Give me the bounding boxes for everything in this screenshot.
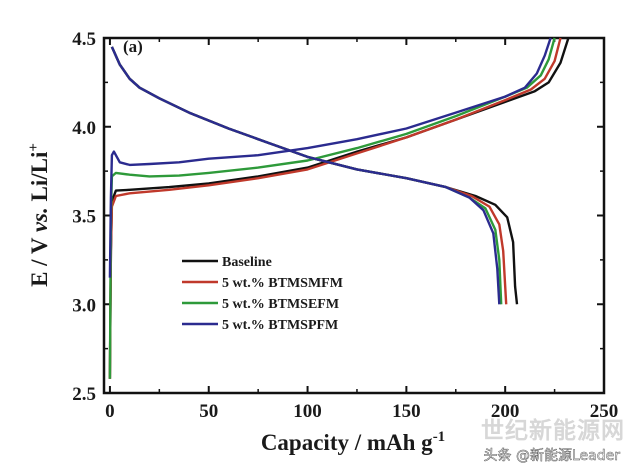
x-axis-title: Capacity / mAh g-1 (261, 429, 445, 455)
y-axis-title-post: Li/Li (27, 151, 52, 207)
y-axis-title-sup: + (26, 143, 42, 152)
legend: Baseline 5 wt.% BTMSMFM 5 wt.% BTMSEFM 5 wt… (182, 255, 343, 333)
series-baseline-charge (108, 37, 570, 379)
series-5-wt-btmsefm-charge (108, 37, 556, 379)
y-tick-label: 3.0 (72, 295, 96, 316)
y-tick-label: 4.5 (72, 29, 96, 50)
y-tick-label: 3.5 (72, 207, 96, 228)
series-5-wt-btmspfm-charge (108, 37, 552, 278)
x-tick-label: 200 (491, 401, 520, 422)
legend-label-baseline: Baseline (222, 255, 272, 270)
watermark-author: 头条 @新能源Leader (484, 447, 621, 464)
x-tick-label: 50 (199, 401, 218, 422)
x-tick-label: 100 (293, 401, 322, 422)
x-tick-label: 0 (105, 401, 115, 422)
x-tick-label: 150 (392, 401, 421, 422)
y-tick-label: 4.0 (72, 118, 96, 139)
y-axis-title-vs: vs. (27, 207, 52, 232)
series-5-wt-btmsmfm-charge (108, 37, 562, 379)
panel-label: (a) (123, 37, 143, 56)
legend-label-5-wt-btmspfm: 5 wt.% BTMSPFM (222, 318, 338, 333)
x-axis-title-sup: -1 (433, 429, 446, 445)
y-tick-label: 2.5 (72, 384, 96, 405)
legend-label-5-wt-btmsmfm: 5 wt.% BTMSMFM (222, 276, 343, 291)
watermark-site: 世纪新能源网 (481, 417, 625, 444)
x-axis-title-main: Capacity / mAh g (261, 430, 433, 455)
y-axis-title: E / V vs. Li/Li+ (26, 143, 52, 287)
y-axis-title-pre: E / V (27, 232, 52, 287)
legend-label-5-wt-btmsefm: 5 wt.% BTMSEFM (222, 297, 339, 312)
x-tick-label: 250 (590, 401, 619, 422)
series-5-wt-btmspfm-discharge (110, 46, 501, 305)
series-lines (108, 37, 570, 379)
tick-labels: 0 50 100 150 200 250 2.5 3.0 3.5 4.0 4.5 (72, 29, 618, 422)
